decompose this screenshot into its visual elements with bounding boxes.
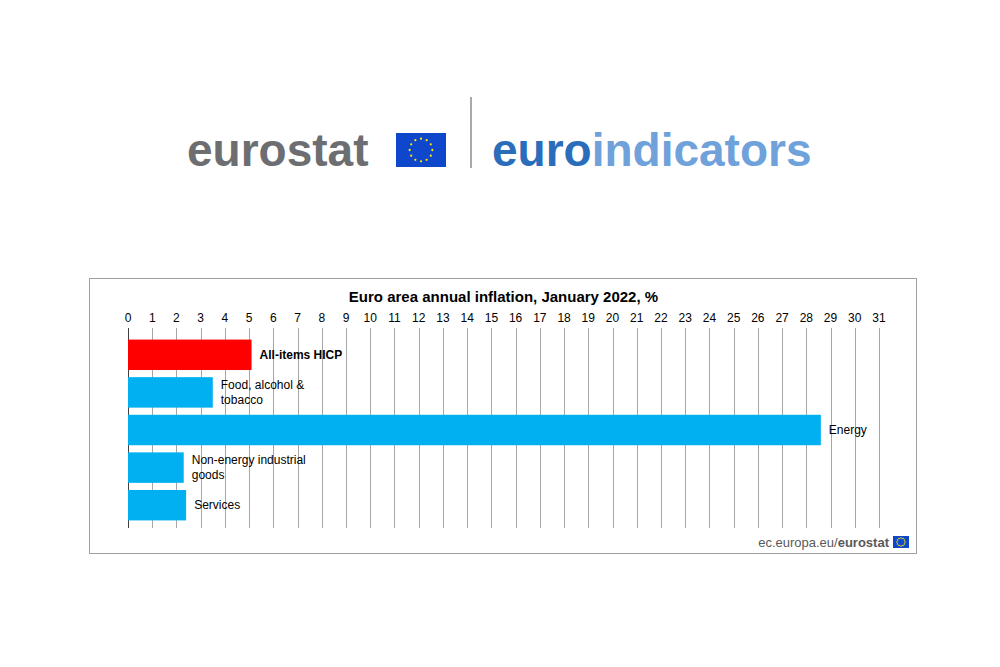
bar bbox=[128, 415, 821, 445]
category-label: Food, alcohol &tobacco bbox=[221, 378, 304, 407]
bar bbox=[128, 377, 213, 407]
tick-label: 14 bbox=[460, 311, 474, 325]
grid-line bbox=[879, 328, 880, 528]
tick-label: 19 bbox=[582, 311, 596, 325]
tick-label: 5 bbox=[246, 311, 253, 325]
tick-label: 2 bbox=[173, 311, 180, 325]
flag-star bbox=[409, 149, 411, 151]
x-axis: 0123456789101112131415161718192021222324… bbox=[125, 311, 886, 528]
flag-star bbox=[420, 138, 422, 140]
flag-star bbox=[904, 543, 906, 545]
source-prefix: ec.europa.eu/ bbox=[758, 535, 838, 550]
flag-field bbox=[396, 133, 446, 167]
tick-label: 20 bbox=[606, 311, 620, 325]
header-divider bbox=[470, 97, 472, 168]
tick-label: 24 bbox=[703, 311, 717, 325]
eu-flag bbox=[396, 133, 446, 167]
flag-star bbox=[430, 143, 432, 145]
bar bbox=[128, 452, 184, 482]
flag-star bbox=[900, 545, 902, 547]
category-label: Services bbox=[194, 498, 240, 512]
category-label-line: goods bbox=[192, 468, 225, 482]
tick-label: 8 bbox=[318, 311, 325, 325]
tick-label: 17 bbox=[533, 311, 547, 325]
tick-label: 0 bbox=[125, 311, 132, 325]
brand-text: eurostat bbox=[187, 124, 368, 176]
bar bbox=[128, 340, 252, 370]
category-label-line: Services bbox=[194, 498, 240, 512]
flag-star bbox=[902, 545, 904, 547]
product-part: euro bbox=[492, 124, 592, 176]
flag-star bbox=[414, 139, 416, 141]
category-label: All-items HICP bbox=[260, 348, 343, 362]
bars bbox=[128, 340, 821, 521]
tick-label: 9 bbox=[343, 311, 350, 325]
bar bbox=[128, 490, 186, 520]
flag-star bbox=[410, 143, 412, 145]
tick-label: 3 bbox=[197, 311, 204, 325]
source-brand: eurostat bbox=[838, 535, 890, 550]
flag-star bbox=[900, 537, 902, 539]
product-part: indicators bbox=[592, 124, 812, 176]
tick-label: 30 bbox=[848, 311, 862, 325]
eu-flag bbox=[893, 536, 909, 548]
chart: Euro area annual inflation, January 2022… bbox=[90, 279, 917, 554]
tick-label: 16 bbox=[509, 311, 523, 325]
tick-label: 18 bbox=[557, 311, 571, 325]
footer: ec.europa.eu/eurostat bbox=[758, 535, 909, 550]
bar-labels: All-items HICP Food, alcohol &tobacco Ener… bbox=[192, 348, 867, 512]
flag-star bbox=[897, 543, 899, 545]
tick-label: 26 bbox=[751, 311, 765, 325]
background bbox=[0, 0, 1000, 667]
tick-label: 31 bbox=[872, 311, 886, 325]
tick-label: 6 bbox=[270, 311, 277, 325]
flag-star bbox=[426, 139, 428, 141]
chart-title: Euro area annual inflation, January 2022… bbox=[349, 288, 658, 305]
tick-label: 13 bbox=[436, 311, 450, 325]
tick-label: 25 bbox=[727, 311, 741, 325]
flag-star bbox=[410, 155, 412, 157]
tick-label: 10 bbox=[364, 311, 378, 325]
flag-star bbox=[898, 538, 900, 540]
category-label-line: Non-energy industrial bbox=[192, 453, 306, 467]
flag-star bbox=[896, 541, 898, 543]
tick-label: 29 bbox=[824, 311, 838, 325]
source-text: ec.europa.eu/eurostat bbox=[758, 535, 889, 550]
header: eurostat euroindicators bbox=[187, 97, 812, 176]
flag-star bbox=[902, 538, 904, 540]
flag-star bbox=[426, 159, 428, 161]
tick-label: 12 bbox=[412, 311, 426, 325]
category-label: Energy bbox=[829, 423, 867, 437]
tick-label: 7 bbox=[294, 311, 301, 325]
category-label-line: Energy bbox=[829, 423, 867, 437]
flag-star bbox=[904, 539, 906, 541]
page: eurostat euroindicators Euro area annual i… bbox=[0, 0, 1000, 667]
flag-star bbox=[898, 545, 900, 547]
tick-label: 21 bbox=[630, 311, 644, 325]
product-text: euroindicators bbox=[492, 124, 812, 176]
tick-label: 11 bbox=[388, 311, 401, 325]
tick-label: 22 bbox=[654, 311, 668, 325]
flag-star bbox=[430, 155, 432, 157]
flag-star bbox=[904, 541, 906, 543]
tick-label: 27 bbox=[775, 311, 789, 325]
category-label: Non-energy industrialgoods bbox=[192, 453, 306, 482]
chart-frame bbox=[90, 279, 917, 554]
tick-label: 4 bbox=[222, 311, 229, 325]
flag-star bbox=[420, 160, 422, 162]
flag-field bbox=[893, 536, 909, 548]
tick-label: 23 bbox=[679, 311, 693, 325]
flag-star bbox=[414, 159, 416, 161]
tick-label: 1 bbox=[149, 311, 156, 325]
tick-label: 15 bbox=[485, 311, 499, 325]
flag-star bbox=[431, 149, 433, 151]
flag-star bbox=[897, 539, 899, 541]
category-label-line: tobacco bbox=[221, 393, 263, 407]
tick-label: 28 bbox=[800, 311, 814, 325]
category-label-line: All-items HICP bbox=[260, 348, 343, 362]
category-label-line: Food, alcohol & bbox=[221, 378, 304, 392]
